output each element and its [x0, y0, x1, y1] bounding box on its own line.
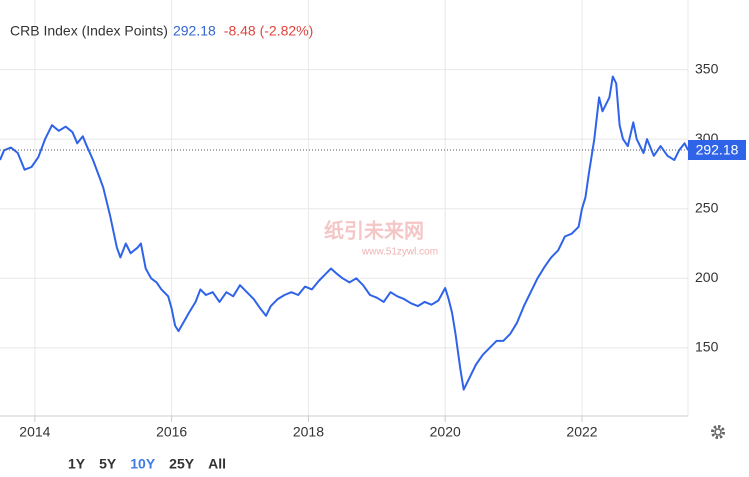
change: -8.48 (-2.82%): [224, 23, 313, 39]
x-tick-label: 2016: [156, 424, 187, 440]
last-value: 292.18: [173, 23, 216, 39]
x-tick-label: 2018: [293, 424, 324, 440]
y-tick-label: 250: [695, 199, 719, 215]
header: CRB Index (Index Points) 292.18 -8.48 (-…: [10, 23, 313, 39]
settings-icon[interactable]: [711, 425, 725, 439]
y-tick-label: 200: [695, 269, 719, 285]
chart-title: CRB Index (Index Points): [10, 23, 168, 39]
y-tick-label: 150: [695, 339, 719, 355]
y-tick-label: 350: [695, 60, 719, 76]
data-line: [0, 75, 689, 391]
last-value-tag: [688, 140, 746, 161]
last-value-tag-label: 292.18: [696, 142, 739, 158]
range-button[interactable]: All: [208, 456, 226, 472]
x-tick-label: 2022: [566, 424, 597, 440]
range-button[interactable]: 5Y: [99, 456, 117, 472]
range-button[interactable]: 10Y: [130, 456, 156, 472]
x-tick-label: 2014: [19, 424, 50, 440]
watermark: 纸引未来网: [324, 218, 424, 242]
watermark-url: www.51zywl.com: [361, 247, 438, 258]
range-button[interactable]: 1Y: [68, 456, 86, 472]
range-button[interactable]: 25Y: [169, 456, 195, 472]
x-tick-label: 2020: [430, 424, 461, 440]
